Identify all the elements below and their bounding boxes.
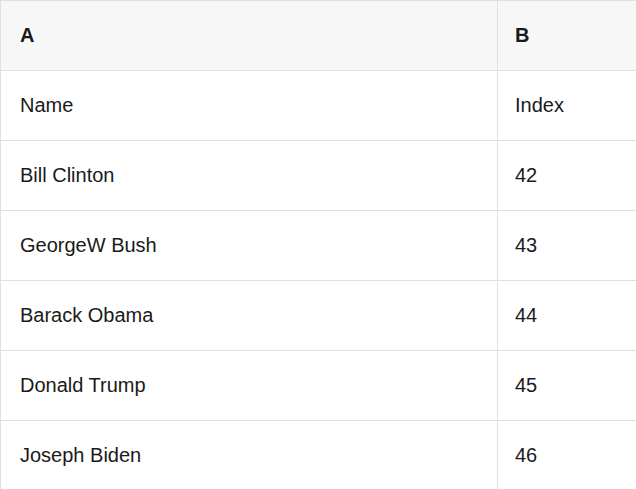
cell-name[interactable]: Barack Obama bbox=[1, 281, 498, 351]
table-header-row: A B bbox=[1, 1, 636, 71]
column-header-a[interactable]: A bbox=[1, 1, 498, 71]
table-row: Bill Clinton 42 bbox=[1, 141, 636, 211]
table-row: Joseph Biden 46 bbox=[1, 421, 636, 489]
cell-index[interactable]: 42 bbox=[498, 141, 636, 211]
cell-name[interactable]: Joseph Biden bbox=[1, 421, 498, 489]
spreadsheet-table: A B Name Index Bill Clinton 42 GeorgeW B… bbox=[0, 0, 636, 489]
table-row: Donald Trump 45 bbox=[1, 351, 636, 421]
cell-index[interactable]: 43 bbox=[498, 211, 636, 281]
cell-name[interactable]: Donald Trump bbox=[1, 351, 498, 421]
cell-index-header[interactable]: Index bbox=[498, 71, 636, 141]
cell-name[interactable]: Bill Clinton bbox=[1, 141, 498, 211]
column-header-b[interactable]: B bbox=[498, 1, 636, 71]
table-row: GeorgeW Bush 43 bbox=[1, 211, 636, 281]
table-row: Name Index bbox=[1, 71, 636, 141]
cell-name[interactable]: GeorgeW Bush bbox=[1, 211, 498, 281]
cell-index[interactable]: 44 bbox=[498, 281, 636, 351]
table-row: Barack Obama 44 bbox=[1, 281, 636, 351]
cell-name-header[interactable]: Name bbox=[1, 71, 498, 141]
cell-index[interactable]: 45 bbox=[498, 351, 636, 421]
cell-index[interactable]: 46 bbox=[498, 421, 636, 489]
